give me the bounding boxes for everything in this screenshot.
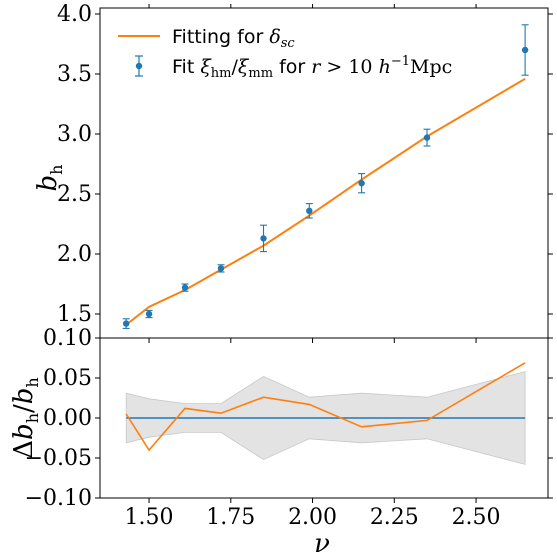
errorbar-point: [423, 128, 431, 147]
errorbar-point: [145, 309, 153, 319]
x-tick-label: 2.00: [288, 505, 337, 530]
top-y-axis-title: bh: [33, 165, 66, 192]
y-tick-label: 2.0: [57, 242, 92, 267]
data-point: [122, 320, 130, 327]
errorbar-point: [358, 173, 366, 194]
x-tick-label: 2.25: [370, 505, 419, 530]
x-tick-label: 1.50: [125, 505, 174, 530]
data-point: [306, 207, 313, 214]
y-tick-label: 0.00: [43, 406, 92, 431]
errorbar-point: [181, 283, 189, 292]
x-tick-label: 2.50: [452, 505, 501, 530]
bottom-y-axis-title: Δbh/bh: [9, 377, 42, 458]
legend-errorbar-swatch: [135, 55, 143, 77]
data-point: [260, 235, 267, 242]
data-point: [521, 46, 529, 54]
y-tick-label: 1.5: [57, 302, 92, 327]
y-tick-label: 4.0: [57, 2, 92, 27]
y-tick-label: 2.5: [57, 182, 92, 207]
residual-series: [125, 362, 526, 452]
y-tick-label: −0.10: [25, 486, 92, 511]
errorbar-point: [217, 264, 225, 273]
y-tick-label: 0.05: [43, 366, 92, 391]
errorbar-point: [260, 224, 268, 253]
data-point: [423, 134, 431, 141]
bottom-plot-frame: [99, 337, 549, 499]
legend-entry-errorbar: Fit ξhm/ξmm for r > 10 h−1Mpc: [172, 54, 452, 81]
data-point: [181, 284, 189, 291]
bottom-panel: −0.10 −0.05 0.00 0.05 0.10 1.50 1.75 2.00 2.25 2.…: [25, 326, 553, 530]
y-tick-label: 0.10: [43, 326, 92, 351]
data-point: [358, 180, 365, 187]
y-tick-label: 3.5: [57, 62, 92, 87]
top-panel: 1.5 2.0 2.5 3.0 3.5 4.0: [57, 2, 553, 343]
y-tick-label: 3.0: [57, 122, 92, 147]
legend: Fitting for δsc Fit ξhm/ξmm for r > 10 h…: [118, 26, 452, 81]
errorbar-point: [521, 24, 529, 76]
data-point: [145, 310, 153, 318]
y-tick-label: −0.05: [25, 446, 92, 471]
x-axis-title: ν: [314, 529, 330, 559]
data-point: [217, 265, 225, 272]
x-tick-label: 1.75: [206, 505, 255, 530]
legend-entry-fit-line: Fitting for δsc: [172, 26, 295, 51]
errorbar-point: [122, 318, 130, 329]
errorbar-point: [305, 203, 313, 219]
